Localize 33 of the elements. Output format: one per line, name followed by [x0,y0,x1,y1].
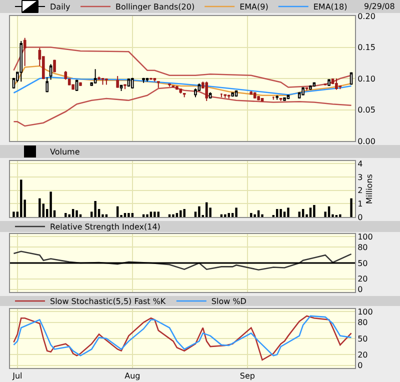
y-tick-label: 2 [358,186,363,196]
y-tick-label: 0 [358,212,363,222]
y-tick-label: 1 [358,199,363,208]
y-tick-label: 0.00 [358,136,376,146]
x-tick-label: Sep [240,372,255,381]
y-tick-label: 3 [358,172,363,182]
y-axis-title: Millions [364,174,374,204]
x-tick-label: Aug [124,372,140,381]
legend-label: Bollinger Bands(20) [116,2,195,12]
legend-label: Slow %D [211,297,246,306]
x-tick-label: Jul [12,372,22,381]
y-tick-label: 100 [358,307,373,316]
y-tick-label: 0.10 [358,74,376,84]
legend-label: EMA(18) [313,2,348,12]
y-tick-label: 80 [358,318,368,328]
y-tick-label: 80 [358,242,368,252]
legend-label: Slow Stochastic(5,5) Fast %K [50,297,166,306]
legend-label: Volume [50,148,80,157]
y-tick-label: 0 [358,361,363,370]
y-tick-label: 4 [358,159,363,168]
y-tick-label: 0.05 [358,106,376,115]
legend-label: EMA(9) [240,2,268,12]
y-tick-label: 100 [358,232,373,242]
y-tick-label: 50 [358,334,368,344]
legend-label: Relative Strength Index(14) [50,222,160,232]
legend-label: Daily [50,2,71,12]
y-tick-label: 0.20 [358,12,376,21]
text: 9/29/08 [364,2,395,11]
y-tick-label: 50 [358,258,368,268]
y-tick-label: 20 [358,350,368,360]
y-tick-label: 20 [358,274,368,284]
y-tick-label: 0 [358,285,363,294]
y-tick-label: 0.15 [358,43,376,52]
